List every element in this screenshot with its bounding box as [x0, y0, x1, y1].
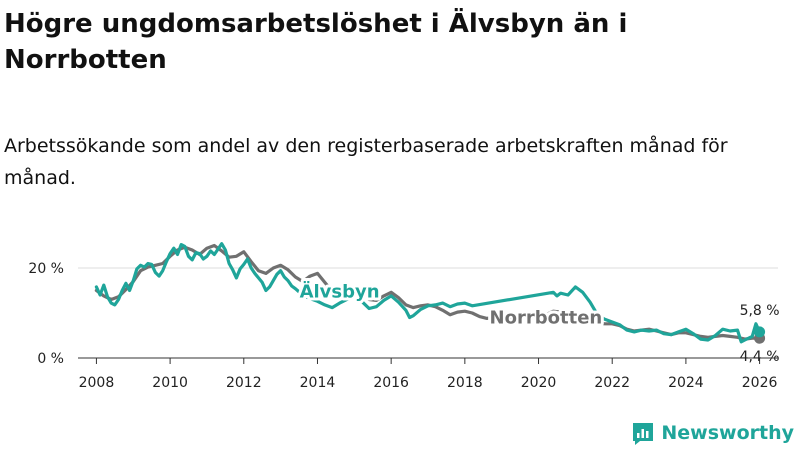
y-tick-label: 0 % [37, 351, 64, 367]
series-end-label: 5,8 % [740, 303, 780, 319]
chart-subtitle: Arbetssökande som andel av den registerb… [4, 135, 728, 189]
newsworthy-logo-icon [633, 423, 654, 445]
x-tick-label: 2024 [668, 375, 704, 391]
series-label: Älvsbyn [300, 280, 380, 302]
brand-logo[interactable]: Newsworthy [631, 420, 794, 446]
x-tick-label: 2014 [300, 375, 336, 391]
series-end-marker [754, 326, 766, 338]
x-tick-label: 2018 [447, 375, 483, 391]
brand-name: Newsworthy [661, 422, 794, 444]
x-tick-label: 2008 [79, 375, 115, 391]
x-tick-label: 2022 [594, 375, 630, 391]
x-axis: 0 % 20 % 2008 2010 2012 2014 2016 2018 2020 2022 2… [28, 261, 777, 391]
series-label: Norrbotten [490, 308, 603, 329]
grid-layer [78, 267, 778, 359]
series-layer [94, 242, 766, 344]
x-tick-label: 2010 [152, 375, 188, 391]
series-line [94, 243, 762, 341]
x-tick-label: 2016 [373, 375, 409, 391]
series-line [94, 242, 762, 344]
x-tick-label: 2020 [521, 375, 557, 391]
label-layer: 4,4 % 5,8 % Norrbotten Älvsbyn [297, 277, 780, 365]
series-end-label: 4,4 % [740, 349, 780, 365]
x-tick-label: 2012 [226, 375, 262, 391]
x-tick-label: 2026 [742, 375, 778, 391]
y-tick-label: 20 % [28, 261, 64, 277]
chart-title: Högre ungdomsarbetslöshet i Älvsbyn än i… [4, 9, 628, 75]
